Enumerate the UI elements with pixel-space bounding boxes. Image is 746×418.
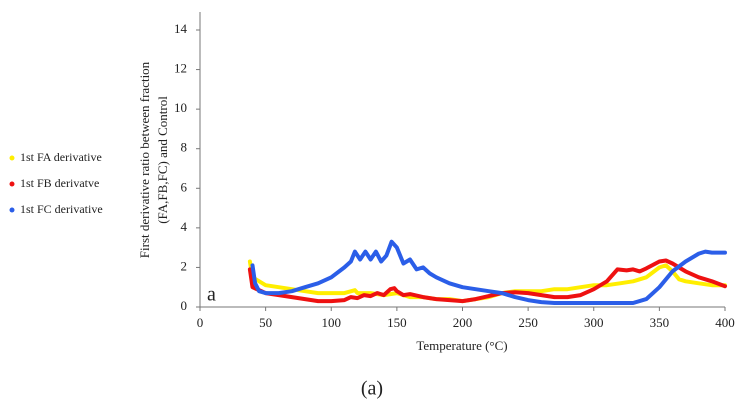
y-tick-label: 2 (181, 258, 188, 273)
legend-marker (9, 207, 15, 213)
x-tick-label: 150 (387, 315, 407, 330)
legend-marker (9, 155, 15, 161)
legend-marker (9, 181, 15, 187)
x-tick-label: 100 (322, 315, 342, 330)
x-axis-label: Temperature (°C) (416, 338, 507, 353)
legend-label: 1st FC derivative (20, 202, 103, 216)
y-tick-label: 14 (174, 21, 188, 36)
y-tick-label: 4 (181, 219, 188, 234)
x-tick-label: 250 (518, 315, 538, 330)
y-tick-label: 6 (181, 179, 188, 194)
y-tick-label: 12 (174, 61, 187, 76)
x-tick-label: 400 (715, 315, 735, 330)
y-tick-label: 10 (174, 100, 187, 115)
annotation: a (207, 284, 216, 306)
series-line (247, 258, 727, 304)
legend-label: 1st FA derivative (20, 150, 102, 164)
x-tick-label: 0 (197, 315, 204, 330)
x-tick-label: 200 (453, 315, 473, 330)
y-axis-label: (FA,FB,FC) and Control (155, 96, 170, 224)
y-tick-label: 0 (181, 298, 188, 313)
x-tick-label: 300 (584, 315, 604, 330)
x-tick-label: 350 (650, 315, 670, 330)
series-line (250, 239, 727, 305)
y-axis-label: First derivative ratio between fraction (137, 61, 152, 258)
x-tick-label: 50 (259, 315, 272, 330)
caption: (a) (361, 378, 383, 400)
legend-label: 1st FB derivatve (20, 176, 99, 190)
y-tick-label: 8 (181, 140, 188, 155)
